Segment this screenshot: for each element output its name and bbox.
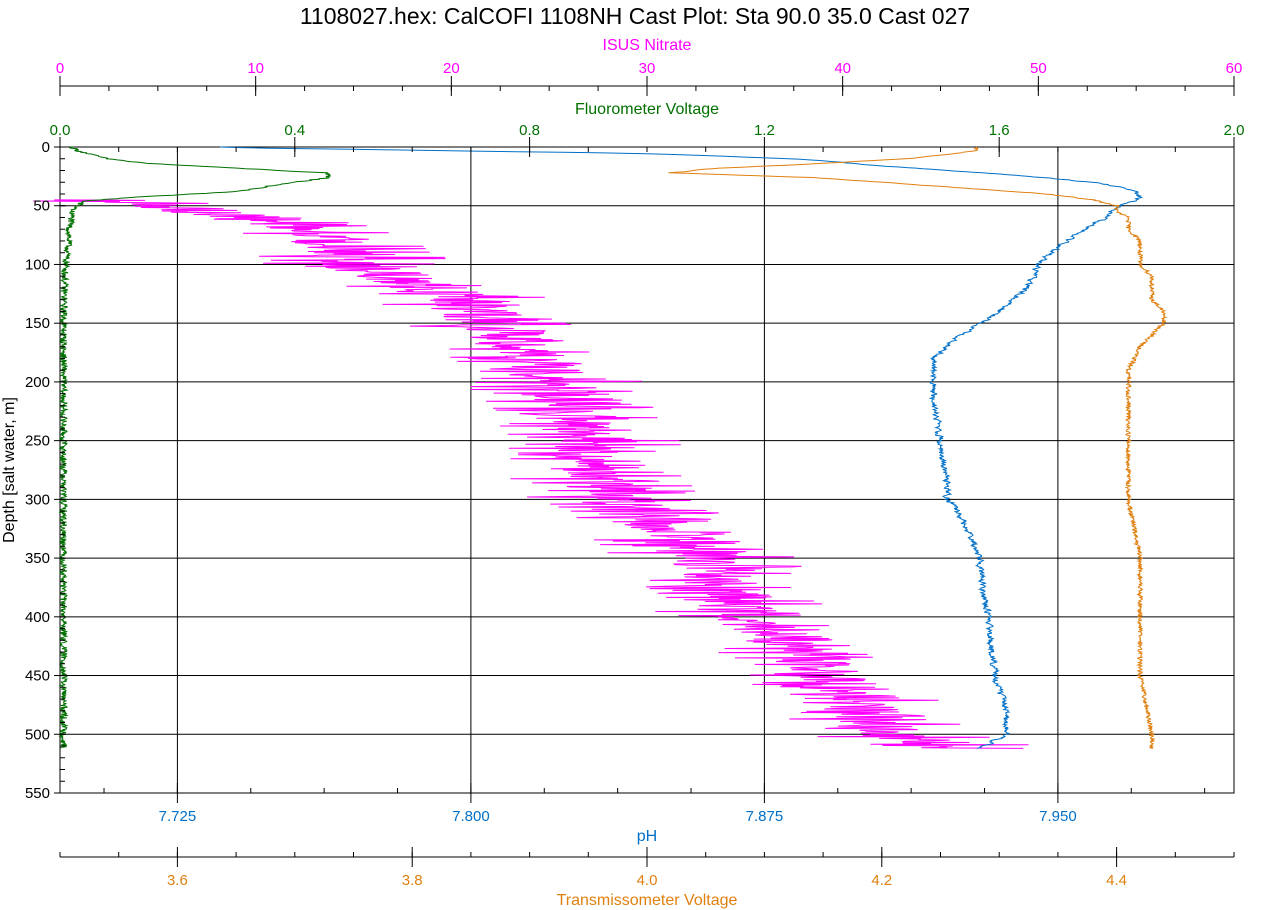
depth-tick-label: 200 (25, 374, 50, 391)
fluor-tick-label: 0.0 (50, 122, 71, 139)
trans-tick-label: 3.6 (167, 872, 188, 889)
fluor-tick-label: 0.8 (519, 122, 540, 139)
depth-tick-label: 100 (25, 256, 50, 273)
depth-tick-label: 350 (25, 550, 50, 567)
grid-layer (59, 146, 1235, 794)
ph-tick-label: 7.950 (1039, 808, 1077, 825)
fluor-tick-label: 2.0 (1224, 122, 1245, 139)
trans-tick-label: 4.2 (871, 872, 892, 889)
trans-tick-label: 4.4 (1106, 872, 1127, 889)
axis-layer: 0 10 20 30 40 50 60 0.0 0.4 0.8 1.2 1.6 2.0 7.725 7.80… (25, 60, 1244, 889)
nitrate-tick-label: 20 (443, 60, 460, 77)
nitrate-tick-label: 40 (834, 60, 851, 77)
depth-tick-label: 400 (25, 609, 50, 626)
nitrate-tick-label: 60 (1226, 60, 1243, 77)
depth-tick-label: 300 (25, 491, 50, 508)
fluor-tick-label: 1.6 (989, 122, 1010, 139)
nitrate-tick-label: 50 (1030, 60, 1047, 77)
ph-tick-label: 7.875 (746, 808, 784, 825)
depth-tick-label: 0 (42, 139, 50, 156)
fluor-tick-label: 1.2 (754, 122, 775, 139)
series-layer (33, 146, 1168, 749)
ph-tick-label: 7.725 (159, 808, 197, 825)
series-line-ph (219, 146, 1143, 749)
chart-title: 1108027.hex: CalCOFI 1108NH Cast Plot: S… (300, 3, 970, 29)
depth-axis-title: Depth [salt water, m] (1, 397, 18, 543)
trans-tick-label: 4.0 (637, 872, 658, 889)
ph-tick-label: 7.800 (452, 808, 490, 825)
nitrate-tick-label: 0 (56, 60, 64, 77)
nitrate-tick-label: 30 (639, 60, 656, 77)
trans-tick-label: 3.8 (402, 872, 423, 889)
fluor-tick-label: 0.4 (284, 122, 305, 139)
series-line-trans (668, 146, 1168, 749)
nitrate-tick-label: 10 (247, 60, 264, 77)
ph-axis-title: pH (637, 828, 657, 845)
depth-tick-label: 450 (25, 668, 50, 685)
fluorometer-axis-title: Fluorometer Voltage (575, 101, 719, 118)
depth-tick-label: 50 (33, 198, 50, 215)
depth-tick-label: 550 (25, 785, 50, 802)
depth-tick-label: 250 (25, 433, 50, 450)
depth-tick-label: 500 (25, 726, 50, 743)
depth-tick-label: 150 (25, 315, 50, 332)
series-line-fluor (58, 146, 332, 749)
nitrate-axis-title: ISUS Nitrate (603, 37, 692, 54)
transmissometer-axis-title: Transmissometer Voltage (557, 892, 738, 909)
series-line-nitrate (33, 199, 1029, 749)
